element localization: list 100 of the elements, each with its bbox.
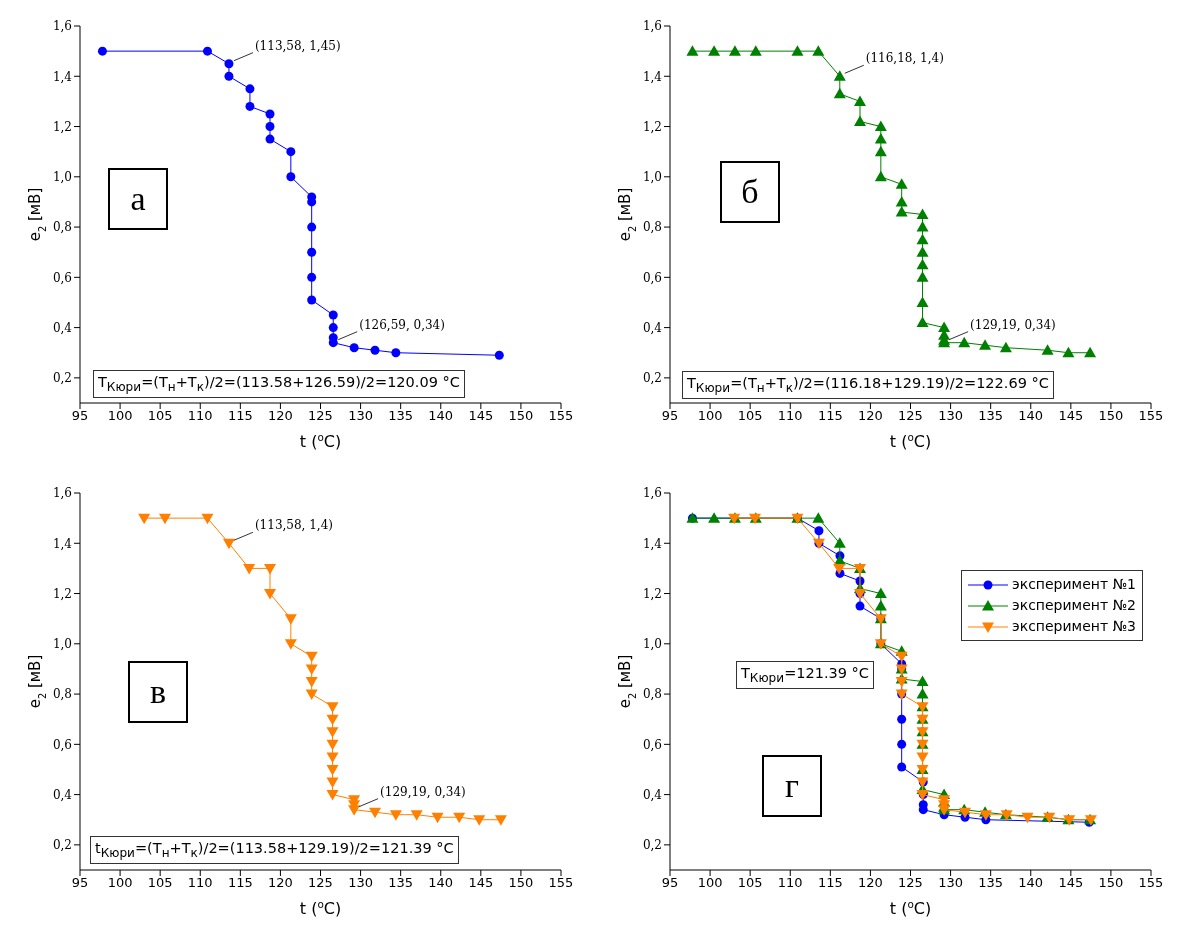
annotation: в — [128, 661, 188, 723]
y-tick-label: 0,4 — [642, 320, 663, 335]
x-axis-title: t ($^{o}$C) — [889, 431, 932, 451]
x-tick-label: 150 — [1098, 408, 1124, 424]
y-tick-label: 0,8 — [52, 687, 72, 702]
annotation: б — [720, 161, 780, 223]
x-tick-label: 130 — [348, 875, 373, 891]
x-tick-label: 135 — [978, 408, 1004, 424]
y-tick-label: 0,2 — [52, 838, 72, 853]
annotation: г — [762, 755, 822, 817]
x-tick-label: 125 — [898, 875, 923, 891]
y-tick-label: 1,6 — [642, 486, 662, 501]
x-tick-label: 140 — [428, 875, 454, 891]
x-tick-label: 115 — [227, 408, 253, 424]
x-tick-label: 140 — [1018, 875, 1044, 891]
x-tick-label: 135 — [978, 875, 1004, 891]
x-tick-label: 120 — [268, 408, 293, 424]
x-tick-label: 150 — [508, 875, 534, 891]
y-tick-label: 0,6 — [52, 270, 72, 285]
y-tick-label: 1,6 — [52, 486, 72, 501]
x-tick-label: 105 — [737, 875, 763, 891]
annotation: t$_{Кюри}$=(T$_{н}$+T$_{к}$)/2=(113.58+129.19)/2=121.39 °C — [90, 836, 459, 864]
x-tick-label: 100 — [697, 875, 723, 891]
x-tick-label: 100 — [107, 408, 133, 424]
x-tick-label: 100 — [107, 875, 133, 891]
y-tick-label: 1,6 — [52, 19, 72, 34]
x-tick-label: 100 — [697, 408, 723, 424]
y-tick-label: 1,0 — [52, 637, 72, 652]
y-tick-label: 0,4 — [52, 787, 73, 802]
y-tick-label: 1,2 — [642, 586, 662, 601]
x-tick-label: 120 — [858, 408, 883, 424]
x-tick-label: 145 — [1058, 408, 1084, 424]
annotation: T$_{Кюри}$=121.39 °C — [736, 661, 874, 689]
x-tick-label: 110 — [187, 408, 213, 424]
y-tick-label: 0,2 — [642, 371, 662, 386]
x-tick-label: 115 — [817, 875, 843, 891]
x-tick-label: 110 — [777, 408, 803, 424]
x-axis-title: t ($^{o}$C) — [299, 431, 342, 451]
x-tick-label: 155 — [1138, 875, 1164, 891]
x-tick-label: 125 — [898, 408, 923, 424]
x-tick-label: 140 — [1018, 408, 1044, 424]
x-tick-label: 115 — [817, 408, 843, 424]
y-tick-label: 0,4 — [642, 787, 663, 802]
y-tick-label: 1,4 — [52, 536, 73, 551]
y-tick-label: 0,6 — [52, 737, 72, 752]
x-tick-label: 105 — [737, 408, 763, 424]
legend-label: эксперимент №3 — [1012, 617, 1136, 636]
x-axis-title: t ($^{o}$C) — [889, 898, 932, 918]
y-tick-label: 1,4 — [642, 69, 663, 84]
x-tick-label: 150 — [508, 408, 534, 424]
annotation: (129,19, 0,34) — [380, 784, 466, 799]
annotation: T$_{Кюри}$=(T$_{н}$+T$_{к}$)/2=(116.18+129.19)/2=122.69 °C — [682, 371, 1054, 399]
y-tick-label: 0,2 — [52, 371, 72, 386]
x-tick-label: 120 — [268, 875, 293, 891]
y-tick-label: 1,4 — [52, 69, 73, 84]
x-tick-label: 140 — [428, 408, 454, 424]
x-tick-label: 135 — [388, 408, 414, 424]
x-tick-label: 95 — [71, 408, 89, 424]
x-tick-label: 95 — [71, 875, 89, 891]
y-tick-label: 1,6 — [642, 19, 662, 34]
legend-label: эксперимент №2 — [1012, 596, 1136, 615]
x-tick-label: 130 — [938, 408, 963, 424]
y-tick-label: 1,2 — [642, 119, 662, 134]
y-tick-label: 1,0 — [52, 170, 72, 185]
x-tick-label: 125 — [308, 408, 333, 424]
y-tick-label: 0,8 — [642, 220, 662, 235]
x-tick-label: 150 — [1098, 875, 1124, 891]
y-tick-label: 0,8 — [642, 687, 662, 702]
y-tick-label: 0,4 — [52, 320, 73, 335]
x-tick-label: 145 — [468, 875, 494, 891]
x-tick-label: 155 — [548, 408, 574, 424]
annotation: (113,58, 1,4) — [254, 518, 334, 533]
annotation: а — [108, 168, 168, 230]
x-tick-label: 95 — [661, 408, 679, 424]
y-tick-label: 0,6 — [642, 737, 662, 752]
y-tick-label: 0,8 — [52, 220, 72, 235]
y-tick-label: 1,4 — [642, 536, 663, 551]
x-tick-label: 145 — [1058, 875, 1084, 891]
y-tick-label: 1,2 — [52, 586, 72, 601]
y-tick-label: 1,2 — [52, 119, 72, 134]
x-tick-label: 155 — [1138, 408, 1164, 424]
x-tick-label: 115 — [227, 875, 253, 891]
y-tick-label: 1,0 — [642, 637, 662, 652]
x-tick-label: 105 — [147, 408, 173, 424]
annotation: (126,59, 0,34) — [359, 317, 445, 332]
y-tick-label: 0,6 — [642, 270, 662, 285]
legend-label: эксперимент №1 — [1012, 575, 1136, 594]
x-axis-title: t ($^{o}$C) — [299, 898, 342, 918]
annotation: (113,58, 1,45) — [254, 38, 341, 53]
x-tick-label: 135 — [388, 875, 414, 891]
x-tick-label: 130 — [348, 408, 373, 424]
y-tick-label: 0,2 — [642, 838, 662, 853]
annotation: (116,18, 1,4) — [865, 51, 944, 66]
x-tick-label: 125 — [308, 875, 333, 891]
x-tick-label: 110 — [777, 875, 803, 891]
x-tick-label: 130 — [938, 875, 963, 891]
y-tick-label: 1,0 — [642, 170, 662, 185]
x-tick-label: 95 — [661, 875, 679, 891]
x-tick-label: 120 — [858, 875, 883, 891]
x-tick-label: 155 — [548, 875, 574, 891]
